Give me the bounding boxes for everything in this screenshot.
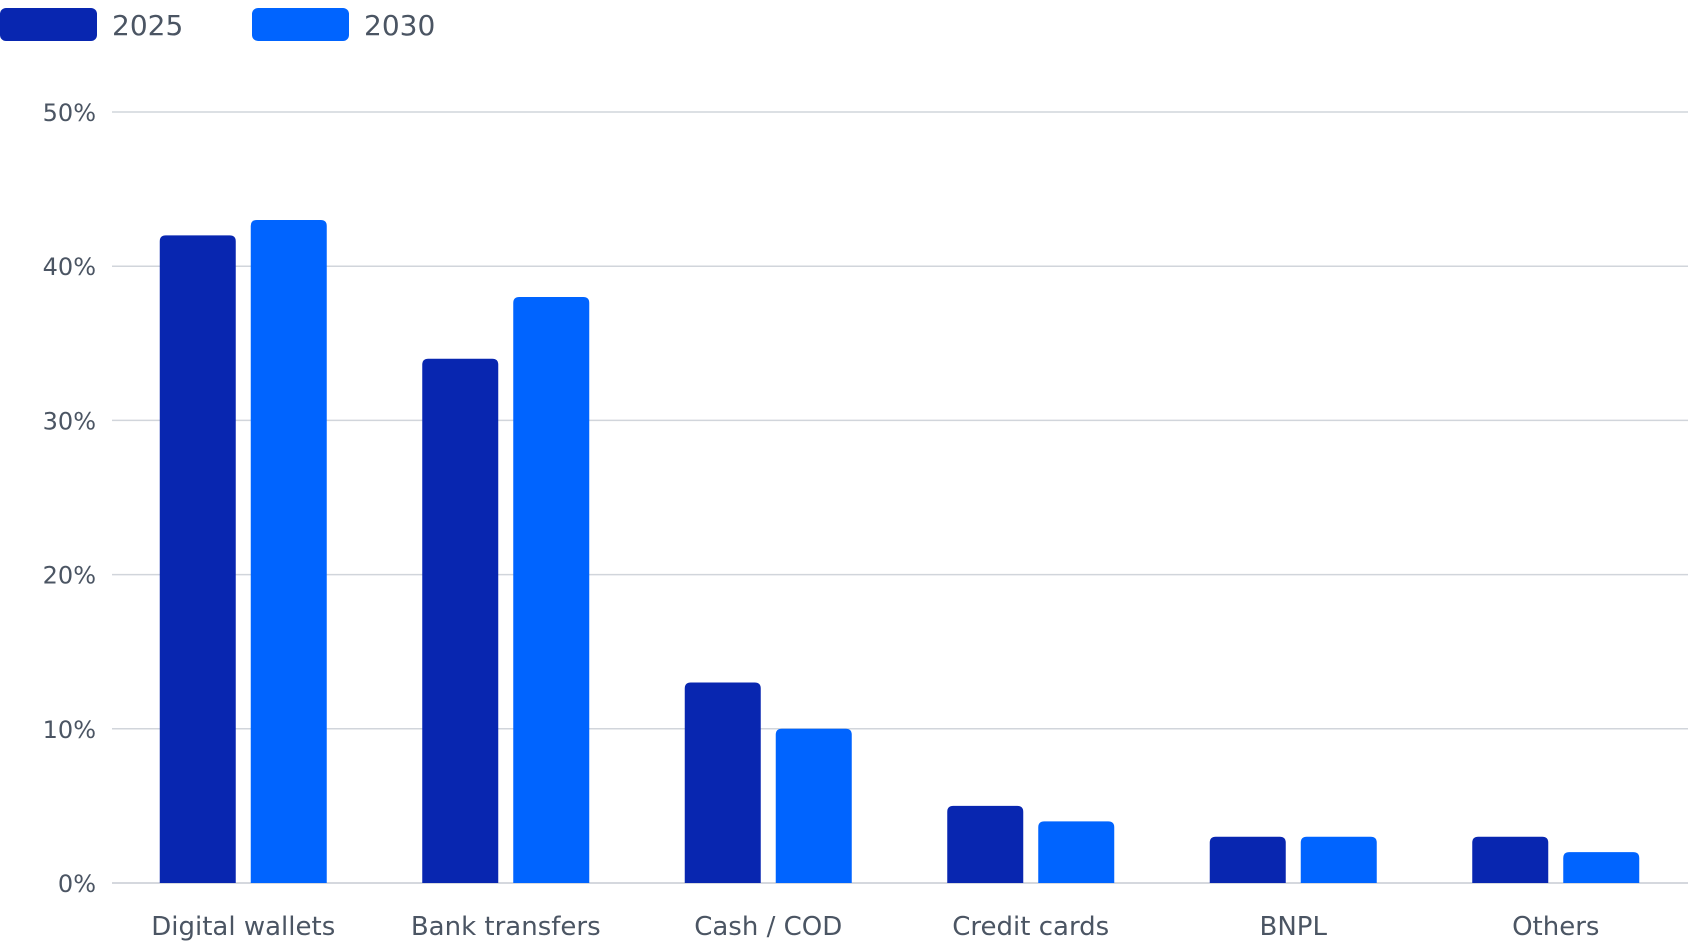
bar-digital-wallets-2025 (159, 235, 236, 884)
bar-cash-cod-2030 (775, 728, 852, 883)
legend-item-2030: 2030 (252, 8, 435, 42)
legend-label-2030: 2030 (364, 9, 435, 42)
bar-bank-transfers-2030 (513, 297, 590, 883)
legend-swatch-2030 (252, 8, 349, 41)
bar-bnpl-2030 (1300, 836, 1377, 883)
bar-others-2025 (1472, 836, 1549, 883)
y-tick-label: 50% (43, 99, 96, 127)
bar-digital-wallets-2030 (250, 219, 327, 883)
x-category-label: BNPL (1260, 912, 1328, 942)
bar-others-2030 (1563, 852, 1640, 883)
y-tick-label: 40% (43, 253, 96, 281)
y-tick-label: 30% (43, 407, 96, 435)
y-tick-label: 0% (58, 870, 96, 898)
x-category-label: Bank transfers (411, 912, 601, 942)
bar-bank-transfers-2025 (422, 358, 499, 884)
legend-swatch-2025 (0, 8, 97, 41)
y-axis-ticks: 0% 10% 20% 30% 40% 50% (43, 99, 96, 898)
x-axis-labels: Digital wallets Bank transfers Cash / COD C… (151, 912, 1599, 942)
bar-bnpl-2025 (1209, 836, 1286, 883)
bars (159, 219, 1640, 884)
legend-label-2025: 2025 (112, 9, 183, 42)
x-category-label: Digital wallets (151, 912, 335, 942)
chart-legend: 2025 2030 (0, 8, 435, 42)
x-category-label: Others (1512, 912, 1599, 942)
x-category-label: Credit cards (952, 912, 1109, 942)
y-tick-label: 20% (43, 562, 96, 590)
x-category-label: Cash / COD (694, 912, 842, 942)
bar-cash-cod-2025 (684, 682, 761, 883)
bar-credit-cards-2030 (1038, 821, 1115, 883)
y-tick-label: 10% (43, 716, 96, 744)
y-gridlines (112, 111, 1688, 884)
legend-item-2025: 2025 (0, 8, 183, 42)
bar-credit-cards-2025 (947, 805, 1024, 883)
